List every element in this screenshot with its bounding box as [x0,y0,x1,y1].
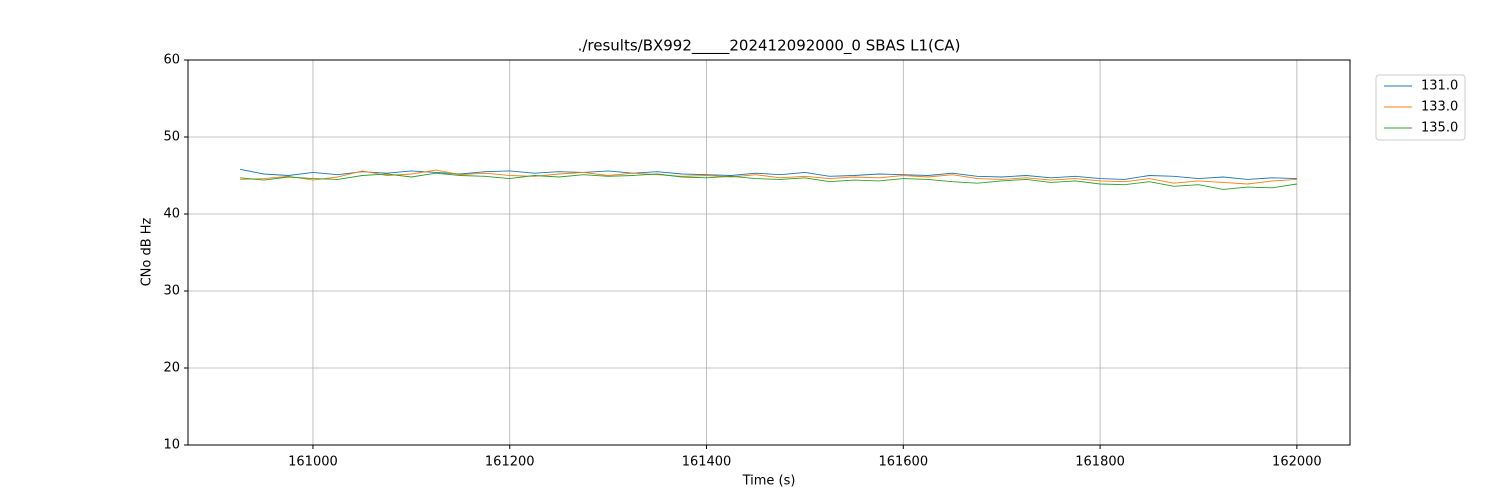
plot-frame [187,59,1351,446]
legend-label: 131.0 [1421,79,1458,94]
legend-label: 133.0 [1421,100,1458,115]
series-line [240,172,1297,190]
x-tick-label: 161800 [1075,455,1125,470]
x-axis-label: Time (s) [742,474,796,489]
y-tick-label: 10 [163,438,180,453]
x-tick-label: 162000 [1272,455,1322,470]
y-tick-label: 60 [163,53,180,68]
y-tick-label: 20 [163,361,180,376]
x-tick-label: 161600 [878,455,928,470]
x-tick-label: 161000 [288,455,338,470]
x-tick-label: 161400 [682,455,732,470]
legend-label: 135.0 [1421,121,1458,136]
y-tick-label: 30 [163,284,180,299]
x-tick-label: 161200 [485,455,535,470]
y-axis-label: CNo dB Hz [140,217,155,286]
chart-title: ./results/BX992_____202412092000_0 SBAS … [578,37,961,56]
y-tick-label: 50 [163,130,180,145]
y-tick-label: 40 [163,207,180,222]
legend-box [1375,74,1466,141]
series-line [240,168,1297,180]
series-line [240,169,1297,185]
